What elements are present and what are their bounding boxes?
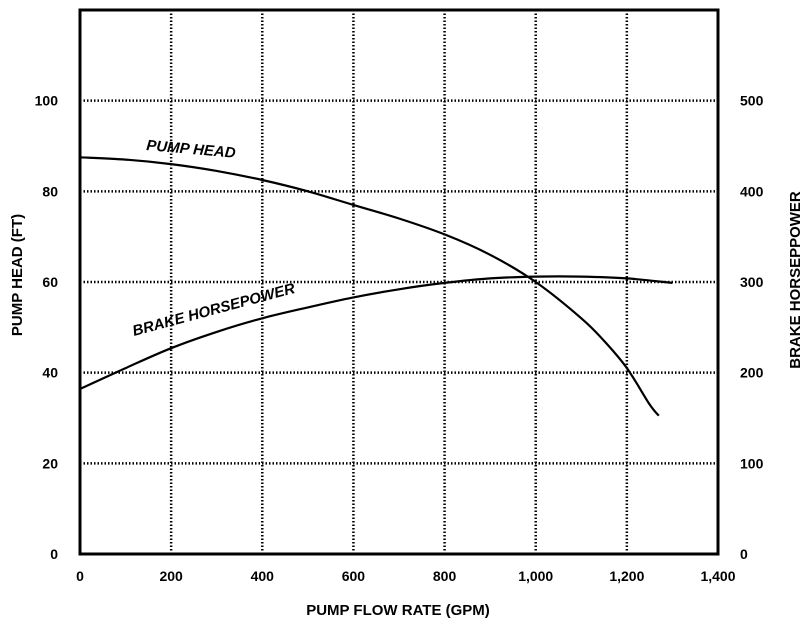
grid-lines bbox=[80, 10, 718, 554]
curves bbox=[79, 156, 673, 417]
y-tick-labels: 0 20 40 60 80 100 bbox=[35, 93, 59, 562]
x-axis-title: PUMP FLOW RATE (GPM) bbox=[306, 602, 490, 619]
x-tick-label: 0 bbox=[76, 568, 84, 584]
x-tick-labels: 0 200 400 600 800 1,000 1,200 1,400 bbox=[76, 568, 736, 584]
y2-tick-label: 300 bbox=[740, 274, 764, 290]
y2-tick-labels: 0 100 200 300 400 500 bbox=[740, 93, 764, 562]
x-tick-label: 1,200 bbox=[609, 568, 644, 584]
brake-horsepower-curve bbox=[79, 275, 673, 390]
y-tick-label: 20 bbox=[42, 455, 58, 471]
plot-frame bbox=[78, 8, 720, 556]
x-tick-label: 400 bbox=[251, 568, 275, 584]
y-tick-label: 80 bbox=[42, 183, 58, 199]
brake-horsepower-label: BRAKE HORSEPOWER bbox=[131, 280, 297, 340]
x-tick-label: 1,000 bbox=[518, 568, 553, 584]
x-tick-label: 1,400 bbox=[700, 568, 735, 584]
pump-head-curve bbox=[79, 156, 660, 417]
y-tick-label: 60 bbox=[42, 274, 58, 290]
pump-head-label: PUMP HEAD bbox=[146, 137, 237, 162]
x-tick-label: 200 bbox=[159, 568, 183, 584]
y2-tick-label: 200 bbox=[740, 365, 764, 381]
y2-tick-label: 100 bbox=[740, 455, 764, 471]
y-tick-label: 100 bbox=[35, 93, 59, 109]
y-tick-label: 40 bbox=[42, 365, 58, 381]
y2-axis-title: BRAKE HORSEPPOWER bbox=[787, 191, 804, 369]
y2-tick-label: 400 bbox=[740, 183, 764, 199]
y2-tick-label: 0 bbox=[740, 546, 748, 562]
y-axis-title: PUMP HEAD (FT) bbox=[9, 214, 26, 336]
x-tick-label: 800 bbox=[433, 568, 457, 584]
y-tick-label: 0 bbox=[50, 546, 58, 562]
y2-tick-label: 500 bbox=[740, 93, 764, 109]
x-tick-label: 600 bbox=[342, 568, 366, 584]
